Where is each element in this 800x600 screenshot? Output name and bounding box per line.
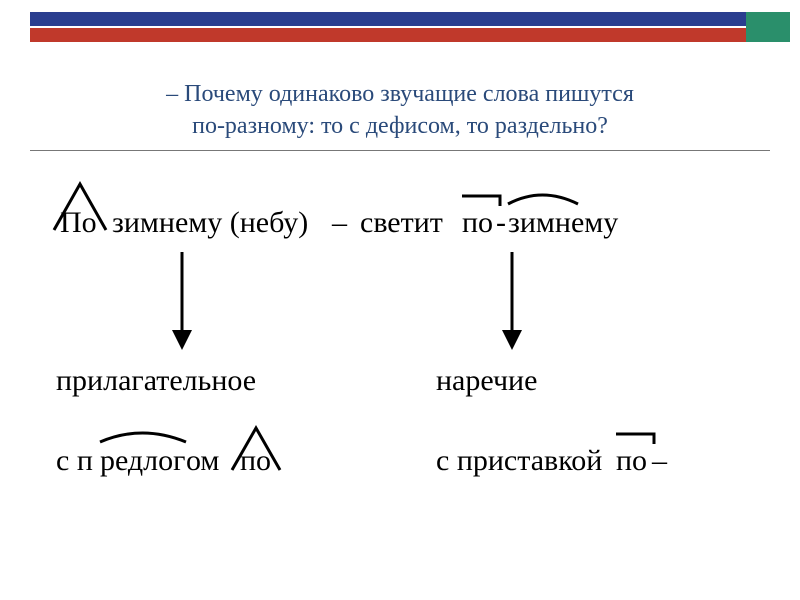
- row3-left-part1: с п: [56, 444, 93, 477]
- title-line-1: – Почему одинаково звучащие слова пишутс…: [0, 78, 800, 110]
- row1-left-prefix: По: [60, 206, 97, 239]
- bar-red: [30, 28, 790, 42]
- bar-blue: [30, 12, 790, 26]
- hr-divider: [30, 150, 770, 151]
- row3-right-part1: с приставкой: [436, 444, 602, 477]
- row1-left-rest: зимнему (небу): [112, 206, 308, 239]
- prefix-bracket-2: [616, 434, 654, 444]
- title-line-2: по-разному: то с дефисом, то раздельно?: [0, 110, 800, 142]
- root-arc-2: [100, 433, 186, 442]
- corner-green-box: [746, 12, 790, 42]
- title-block: – Почему одинаково звучащие слова пишутс…: [0, 78, 800, 143]
- row2-right: наречие: [436, 364, 537, 397]
- row1-right-hyphen: -: [496, 206, 506, 239]
- arrow-left-head: [172, 330, 192, 350]
- row1-right-prefix: по: [462, 206, 493, 239]
- row3-right-dash: –: [651, 444, 668, 477]
- row1-dash: –: [331, 206, 348, 239]
- row2-left: прилагательное: [56, 364, 256, 397]
- row3-left-part2: ом: [186, 444, 219, 477]
- row3-right-prefix: по: [616, 444, 647, 477]
- grammar-diagram: По зимнему (небу) – светит по - зимнему …: [42, 180, 760, 520]
- row3-left-root: редлог: [100, 444, 185, 477]
- row1-right-root: зимнему: [508, 206, 618, 239]
- arrow-right-head: [502, 330, 522, 350]
- prefix-bracket-1: [462, 196, 500, 206]
- row1-right-verb: светит: [360, 206, 443, 239]
- header-bars: [30, 12, 790, 42]
- row3-left-prep: по: [240, 444, 271, 477]
- root-arc-1: [508, 195, 578, 204]
